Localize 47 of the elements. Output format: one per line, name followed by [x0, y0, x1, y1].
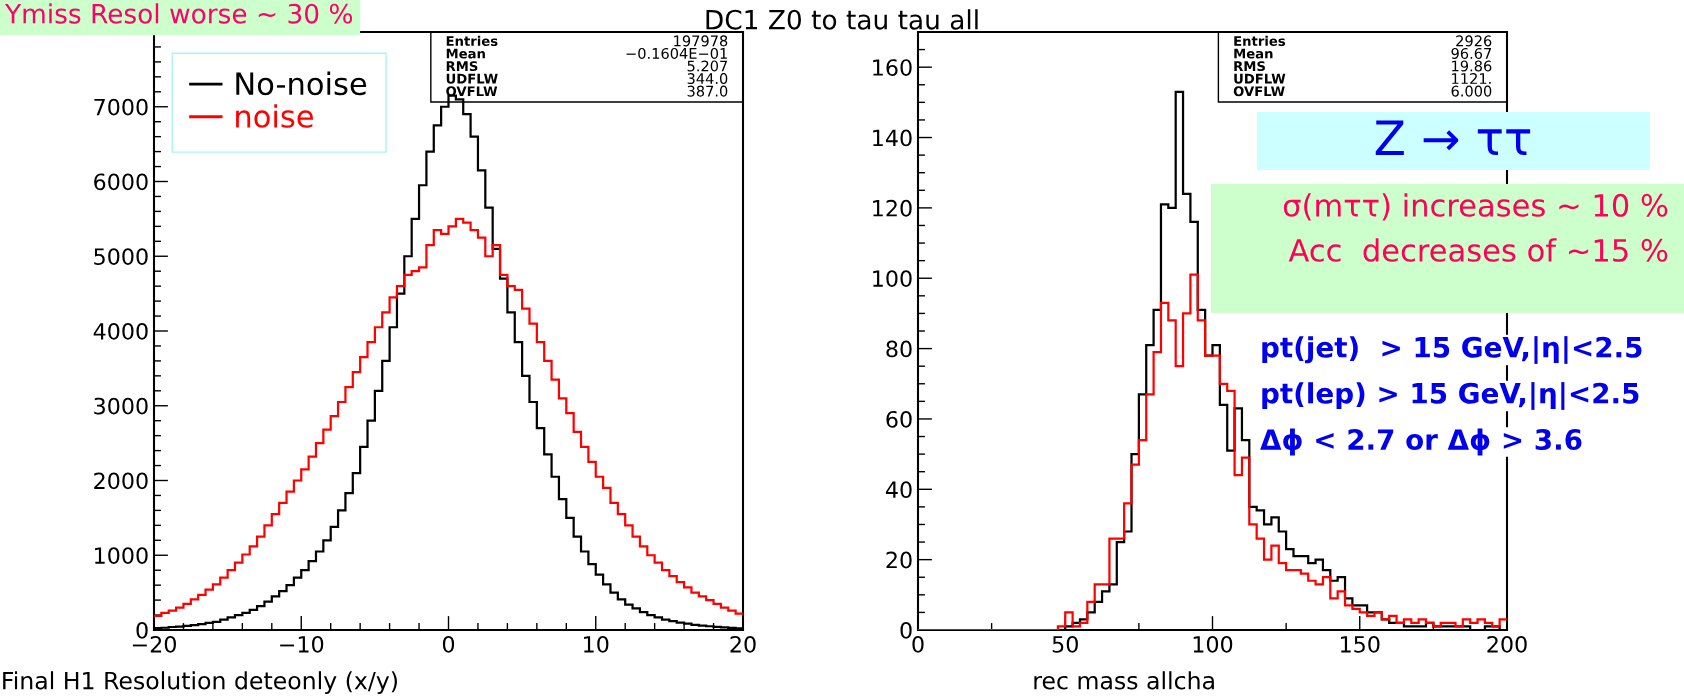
x-tick-label: 150 [1340, 635, 1380, 653]
y-tick-label: 7000 [94, 98, 148, 116]
x-tick-label: 0 [912, 635, 924, 653]
text: UDFLW 344.0 [446, 73, 728, 85]
x-tick-label: 200 [1487, 635, 1527, 653]
x-tick-label: 100 [1193, 635, 1233, 653]
text: RMS 5.207 [446, 60, 728, 72]
y-tick-label: 140 [873, 129, 912, 147]
legend-label: noise [236, 104, 313, 128]
text: Mean −0.1604E−01 [446, 47, 727, 59]
y-tick-label: 60 [886, 410, 912, 428]
y-tick-label: 3000 [94, 397, 148, 415]
y-tick-label: 100 [873, 270, 912, 287]
text: DC1 Z0 to tau tau all [706, 9, 978, 30]
text: UDFLW 1121. [1234, 73, 1491, 84]
annotation: pt(jet) > 15 GeV,|η|<2.5 [1262, 336, 1642, 364]
annotation: Acc decreases of ~15 % [1288, 238, 1668, 262]
text: OVFLW 6.000 [1233, 85, 1492, 97]
x-tick-label: 50 [1052, 635, 1078, 653]
x-tick-label: 10 [584, 635, 609, 653]
x-axis-title: Final H1 Resolution deteonly (x/y) [3, 671, 397, 695]
annotation: Δϕ < 2.7 or Δϕ > 3.6 [1260, 428, 1582, 456]
y-tick-label: 1000 [95, 547, 148, 565]
text: RMS 19.86 [1234, 60, 1492, 72]
text: Entries 2926 [1234, 35, 1492, 47]
y-tick-label: 80 [886, 340, 912, 358]
text: Ymiss Resol worse ~ 30 % [4, 3, 353, 24]
y-tick-label: 0 [900, 621, 912, 639]
text: Entries 197978 [446, 35, 728, 47]
y-tick-label: 160 [873, 59, 912, 76]
x-tick-label: 0 [442, 635, 455, 653]
y-tick-label: 4000 [93, 322, 148, 340]
annotation: pt(lep) > 15 GeV,|η|<2.5 [1262, 382, 1639, 410]
y-tick-label: 120 [873, 199, 912, 217]
y-tick-label: 40 [885, 481, 912, 499]
annotation: Z → ττ [1375, 120, 1531, 156]
y-tick-label: 2000 [94, 472, 148, 490]
text: Mean 96.67 [1234, 47, 1492, 59]
x-axis-title: rec mass allcha [1034, 671, 1214, 690]
x-tick-label: 20 [730, 635, 756, 653]
y-tick-label: 20 [886, 551, 912, 569]
annotation: σ(mττ) increases ~ 10 % [1283, 193, 1668, 221]
legend-label: No-noise [236, 71, 367, 96]
x-tick-label: −10 [280, 635, 324, 653]
y-tick-label: 6000 [94, 173, 148, 191]
text: OVFLW 387.0 [446, 85, 728, 97]
y-tick-label: 5000 [94, 248, 148, 266]
